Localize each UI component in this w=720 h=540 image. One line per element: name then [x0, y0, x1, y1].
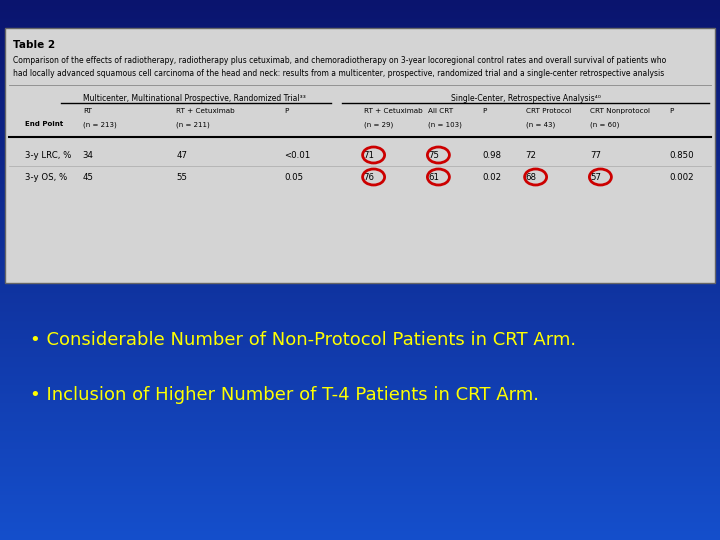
- Text: • Inclusion of Higher Number of T-4 Patients in CRT Arm.: • Inclusion of Higher Number of T-4 Pati…: [30, 386, 539, 404]
- Text: 61: 61: [428, 172, 439, 181]
- Text: 55: 55: [176, 172, 187, 181]
- Text: P: P: [284, 108, 289, 114]
- Text: Single-Center, Retrospective Analysis⁴⁰: Single-Center, Retrospective Analysis⁴⁰: [451, 94, 600, 103]
- Text: RT + Cetuximab: RT + Cetuximab: [176, 108, 235, 114]
- Text: <0.01: <0.01: [284, 151, 310, 159]
- Text: 45: 45: [83, 172, 94, 181]
- Text: Table 2: Table 2: [13, 40, 55, 50]
- Text: All CRT: All CRT: [428, 108, 454, 114]
- FancyBboxPatch shape: [5, 28, 715, 283]
- Text: 77: 77: [590, 151, 601, 159]
- Text: CRT Nonprotocol: CRT Nonprotocol: [590, 108, 650, 114]
- Text: 68: 68: [526, 172, 536, 181]
- Text: (n = 213): (n = 213): [83, 121, 117, 127]
- Text: (n = 29): (n = 29): [364, 121, 393, 127]
- Text: 76: 76: [364, 172, 374, 181]
- Text: 0.05: 0.05: [284, 172, 304, 181]
- Text: P: P: [482, 108, 487, 114]
- Text: RT + Cetuximab: RT + Cetuximab: [364, 108, 423, 114]
- Text: 0.02: 0.02: [482, 172, 502, 181]
- Text: P: P: [670, 108, 674, 114]
- Text: 57: 57: [590, 172, 601, 181]
- Text: (n = 60): (n = 60): [590, 121, 620, 127]
- Text: 0.002: 0.002: [670, 172, 694, 181]
- Text: 0.850: 0.850: [670, 151, 694, 159]
- Text: 47: 47: [176, 151, 187, 159]
- Text: Comparison of the effects of radiotherapy, radiotherapy plus cetuximab, and chem: Comparison of the effects of radiotherap…: [13, 56, 666, 65]
- Text: (n = 211): (n = 211): [176, 121, 210, 127]
- Text: CRT Protocol: CRT Protocol: [526, 108, 571, 114]
- Text: 3-y LRC, %: 3-y LRC, %: [25, 151, 71, 159]
- Text: RT: RT: [83, 108, 91, 114]
- Text: 34: 34: [83, 151, 94, 159]
- Text: 0.98: 0.98: [482, 151, 501, 159]
- Text: (n = 43): (n = 43): [526, 121, 555, 127]
- Text: 71: 71: [364, 151, 374, 159]
- Text: Multicenter, Multinational Prospective, Randomized Trial³³: Multicenter, Multinational Prospective, …: [83, 94, 306, 103]
- Text: 3-y OS, %: 3-y OS, %: [25, 172, 68, 181]
- Text: (n = 103): (n = 103): [428, 121, 462, 127]
- Text: End Point: End Point: [25, 121, 63, 127]
- Text: 75: 75: [428, 151, 439, 159]
- Text: 72: 72: [526, 151, 536, 159]
- Text: had locally advanced squamous cell carcinoma of the head and neck: results from : had locally advanced squamous cell carci…: [13, 69, 665, 78]
- Text: • Considerable Number of Non-Protocol Patients in CRT Arm.: • Considerable Number of Non-Protocol Pa…: [30, 331, 576, 349]
